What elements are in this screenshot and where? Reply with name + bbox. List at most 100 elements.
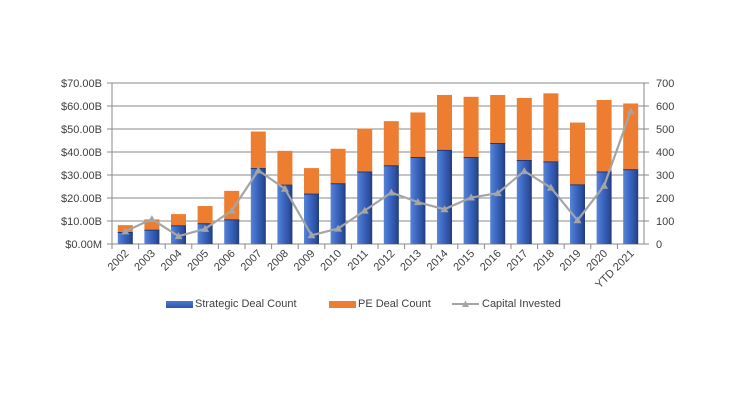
x-axis-tick-label: 2009 <box>292 248 318 274</box>
capital-invested-polyline <box>124 110 632 238</box>
right-axis-tick-label: 600 <box>656 101 674 113</box>
strategic-swatch <box>166 300 193 308</box>
capital-invested-marker <box>626 107 635 115</box>
right-axis-tick-label: 500 <box>656 124 674 136</box>
line-triangle-icon <box>452 300 479 307</box>
x-axis-tick-label: 2008 <box>265 248 291 274</box>
x-axis-tick-label: 2018 <box>531 248 557 274</box>
legend-item-capital[interactable]: Capital Invested <box>452 296 561 312</box>
capital-invested-marker <box>467 193 476 201</box>
x-axis-tick-label: 2011 <box>346 248 371 273</box>
bar-pe-deal-count <box>144 219 160 231</box>
gridlines <box>112 82 644 222</box>
bar-strategic-deal-count <box>117 232 133 244</box>
capital-invested-marker <box>440 205 449 213</box>
x-axis-tick-label: 2013 <box>398 248 424 274</box>
bar-strategic-deal-count <box>623 169 639 244</box>
bar-pe-deal-count <box>490 94 506 144</box>
bar-pe-deal-count <box>543 93 559 162</box>
capital-invested-marker <box>600 181 609 189</box>
capital-invested-marker <box>121 227 130 235</box>
right-axis-tick-label: 100 <box>656 216 674 228</box>
x-axis-tick-label: 2006 <box>212 248 238 274</box>
capital-invested-marker <box>387 188 396 196</box>
legend-label-capital: Capital Invested <box>482 298 561 310</box>
x-axis-tick-label: 2004 <box>159 248 185 274</box>
capital-invested-marker <box>227 206 236 214</box>
bar-pe-deal-count <box>596 100 612 173</box>
right-axis-labels: 0 100 200 300 400 500 600 700 <box>656 78 674 251</box>
left-axis-tick-label: $70.00B <box>61 78 102 90</box>
capital-invested-marker <box>520 167 529 175</box>
capital-invested-marker <box>546 183 555 191</box>
bar-pe-deal-count <box>410 112 426 158</box>
capital-invested-marker <box>254 166 263 174</box>
legend-label-strategic: Strategic Deal Count <box>195 298 297 310</box>
bar-pe-deal-count <box>357 128 373 173</box>
capital-invested-marker <box>174 232 183 240</box>
bar-strategic-deal-count <box>463 157 479 244</box>
right-axis-tick-label: 700 <box>656 78 674 90</box>
bar-strategic-deal-count <box>277 185 293 244</box>
legend-item-strategic[interactable]: Strategic Deal Count <box>166 296 297 312</box>
capital-invested-marker <box>493 189 502 197</box>
left-axis-tick-label: $20.00B <box>61 193 102 205</box>
left-axis-tick-label: $40.00B <box>61 147 102 159</box>
bar-pe-deal-count <box>330 148 346 184</box>
right-axis-tick-label: 400 <box>656 147 674 159</box>
bar-pe-deal-count <box>197 206 213 224</box>
left-axis-tick-label: $0.00M <box>65 239 102 251</box>
x-axis-tick-label: 2010 <box>318 248 344 274</box>
bar-pe-deal-count <box>250 131 266 169</box>
right-axis-tick-label: 300 <box>656 170 674 182</box>
x-axis-labels: 2002 2003 2004 2005 2006 2007 2008 2009 2010 2011… <box>106 248 637 292</box>
bar-pe-deal-count <box>383 121 399 166</box>
x-axis-tick-label: 2002 <box>106 248 132 274</box>
left-axis-tick-label: $50.00B <box>61 124 102 136</box>
x-axis-tick-label: 2014 <box>425 248 451 274</box>
capital-invested-marker <box>360 206 369 214</box>
bar-pe-deal-count <box>437 94 452 151</box>
left-axis-tick-label: $30.00B <box>61 170 102 182</box>
bar-pe-deal-count <box>570 122 585 185</box>
x-axis-tick-label: 2015 <box>451 248 477 274</box>
legend: Strategic Deal Count PE Deal Count Capit… <box>0 296 736 312</box>
bar-strategic-deal-count <box>383 165 399 244</box>
capital-invested-line <box>121 107 635 240</box>
bar-pe-deal-count <box>463 96 479 158</box>
capital-invested-marker <box>307 231 316 239</box>
capital-invested-marker <box>413 198 422 206</box>
legend-item-pe[interactable]: PE Deal Count <box>329 296 431 312</box>
bar-pe-deal-count <box>516 97 532 161</box>
pe-swatch <box>329 300 356 308</box>
x-axis-tick-label: 2007 <box>239 248 265 274</box>
x-axis-tick-label: 2012 <box>372 248 398 274</box>
x-axis-tick-label: 2003 <box>132 248 158 274</box>
legend-label-pe: PE Deal Count <box>358 298 431 310</box>
capital-invested-marker <box>334 224 343 232</box>
bar-pe-deal-count <box>171 214 186 226</box>
bar-strategic-deal-count <box>543 161 559 244</box>
x-axis-tick-label: 2019 <box>558 248 584 274</box>
x-axis-tick-label: 2005 <box>185 248 211 274</box>
x-axis-tick-label: 2016 <box>478 248 504 274</box>
capital-invested-marker <box>147 215 156 223</box>
x-axis-tick-label: 2017 <box>505 248 531 274</box>
bar-strategic-deal-count <box>570 184 585 244</box>
bar-strategic-deal-count <box>516 160 532 244</box>
bar-pe-deal-count <box>304 168 319 195</box>
right-axis-tick-label: 200 <box>656 193 674 205</box>
bar-strategic-deal-count <box>224 219 240 244</box>
bar-strategic-deal-count <box>330 183 346 244</box>
bar-strategic-deal-count <box>144 230 160 244</box>
axes <box>107 82 649 249</box>
capital-invested-marker <box>573 216 582 224</box>
capital-invested-marker <box>201 224 210 232</box>
left-axis-tick-label: $10.00B <box>61 216 102 228</box>
bar-strategic-deal-count <box>250 168 266 244</box>
capital-invested-marker <box>280 184 289 192</box>
right-axis-tick-label: 0 <box>656 239 662 251</box>
left-axis-labels: $0.00M $10.00B $20.00B $30.00B $40.00B $50.00… <box>61 78 102 251</box>
bar-strategic-deal-count <box>304 194 319 244</box>
left-axis-tick-label: $60.00B <box>61 101 102 113</box>
